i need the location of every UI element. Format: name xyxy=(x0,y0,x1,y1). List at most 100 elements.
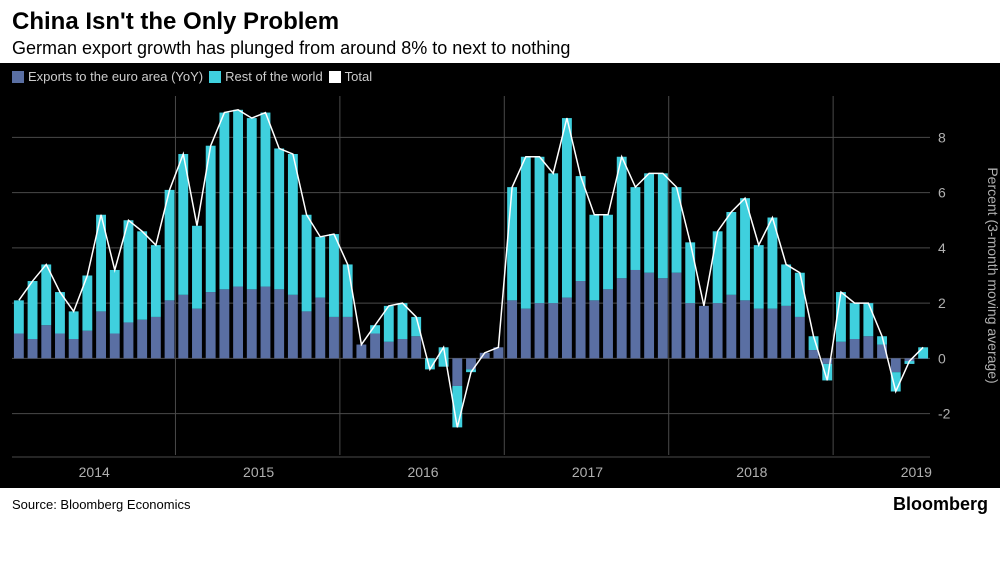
y-tick-label: 8 xyxy=(938,129,946,145)
bar-row xyxy=(55,292,65,333)
legend-swatch xyxy=(329,71,341,83)
bar-row xyxy=(233,110,243,287)
bar-euro xyxy=(288,295,298,359)
legend-label: Rest of the world xyxy=(225,69,323,84)
bar-euro xyxy=(41,325,51,358)
bar-row xyxy=(151,245,161,317)
bar-row xyxy=(562,118,572,298)
bar-euro xyxy=(768,309,778,359)
x-tick-label: 2018 xyxy=(736,464,767,480)
bar-euro xyxy=(617,278,627,358)
bar-row xyxy=(576,176,586,281)
bar-euro xyxy=(452,358,462,386)
bar-euro xyxy=(315,298,325,359)
x-tick-label: 2017 xyxy=(572,464,603,480)
bar-euro xyxy=(28,339,38,358)
chart-title: China Isn't the Only Problem xyxy=(12,8,988,36)
bar-euro xyxy=(781,306,791,358)
bar-euro xyxy=(809,350,819,358)
bar-row xyxy=(343,264,353,316)
x-tick-label: 2019 xyxy=(901,464,932,480)
footer: Source: Bloomberg Economics Bloomberg xyxy=(0,488,1000,523)
bar-row xyxy=(110,270,120,334)
bar-euro xyxy=(55,333,65,358)
bar-row xyxy=(850,303,860,339)
y-tick-label: 4 xyxy=(938,240,946,256)
bar-row xyxy=(219,113,229,290)
bar-euro xyxy=(850,339,860,358)
bar-row xyxy=(918,347,928,358)
bar-row xyxy=(617,157,627,279)
bar-row xyxy=(507,187,517,300)
bar-euro xyxy=(343,317,353,358)
bar-euro xyxy=(356,345,366,359)
bar-euro xyxy=(699,306,709,358)
bar-euro xyxy=(535,303,545,358)
bar-row xyxy=(274,148,284,289)
legend-swatch xyxy=(12,71,24,83)
bar-euro xyxy=(151,317,161,358)
chart-area: Exports to the euro area (YoY) Rest of th… xyxy=(0,63,1000,488)
bar-euro xyxy=(713,303,723,358)
bar-euro xyxy=(726,295,736,359)
bar-row xyxy=(329,234,339,317)
bar-euro xyxy=(644,273,654,359)
bar-euro xyxy=(562,298,572,359)
bar-row xyxy=(192,226,202,309)
x-tick-label: 2014 xyxy=(79,464,110,480)
bar-euro xyxy=(206,292,216,358)
y-axis-title: Percent (3-month moving average) xyxy=(985,167,1000,383)
bar-row xyxy=(603,215,613,290)
bar-euro xyxy=(274,289,284,358)
bar-euro xyxy=(603,289,613,358)
bar-euro xyxy=(14,333,24,358)
legend: Exports to the euro area (YoY) Rest of th… xyxy=(0,63,1000,88)
header: China Isn't the Only Problem German expo… xyxy=(0,0,1000,63)
x-tick-label: 2015 xyxy=(243,464,274,480)
bar-row xyxy=(658,173,668,278)
bar-row xyxy=(137,231,147,319)
bar-euro xyxy=(165,300,175,358)
bar-euro xyxy=(891,358,901,372)
legend-item: Total xyxy=(329,69,372,84)
y-tick-label: 6 xyxy=(938,185,946,201)
bar-euro xyxy=(261,287,271,359)
bar-row xyxy=(28,281,38,339)
legend-swatch xyxy=(209,71,221,83)
bar-euro xyxy=(548,303,558,358)
bar-euro xyxy=(795,317,805,358)
bar-euro xyxy=(754,309,764,359)
y-tick-label: -2 xyxy=(938,406,951,422)
bar-row xyxy=(398,303,408,339)
bar-row xyxy=(315,237,325,298)
bar-row xyxy=(41,264,51,325)
bar-euro xyxy=(192,309,202,359)
x-tick-label: 2016 xyxy=(407,464,438,480)
legend-item: Exports to the euro area (YoY) xyxy=(12,69,203,84)
bar-row xyxy=(589,215,599,301)
bar-euro xyxy=(411,336,421,358)
bar-euro xyxy=(672,273,682,359)
bar-euro xyxy=(589,300,599,358)
bar-row xyxy=(726,212,736,295)
bar-euro xyxy=(302,311,312,358)
bar-euro xyxy=(398,339,408,358)
y-tick-label: 2 xyxy=(938,295,946,311)
bar-euro xyxy=(685,303,695,358)
bar-euro xyxy=(863,336,873,358)
bar-euro xyxy=(96,311,106,358)
bar-row xyxy=(685,242,695,303)
bar-euro xyxy=(110,333,120,358)
bar-euro xyxy=(507,300,517,358)
bar-row xyxy=(261,113,271,287)
bar-euro xyxy=(630,270,640,358)
bar-row xyxy=(548,173,558,303)
legend-item: Rest of the world xyxy=(209,69,323,84)
bar-row xyxy=(69,311,79,339)
bar-euro xyxy=(521,309,531,359)
bar-euro xyxy=(69,339,79,358)
bar-row xyxy=(288,154,298,295)
legend-label: Total xyxy=(345,69,372,84)
bar-euro xyxy=(918,358,928,359)
bar-row xyxy=(740,198,750,300)
